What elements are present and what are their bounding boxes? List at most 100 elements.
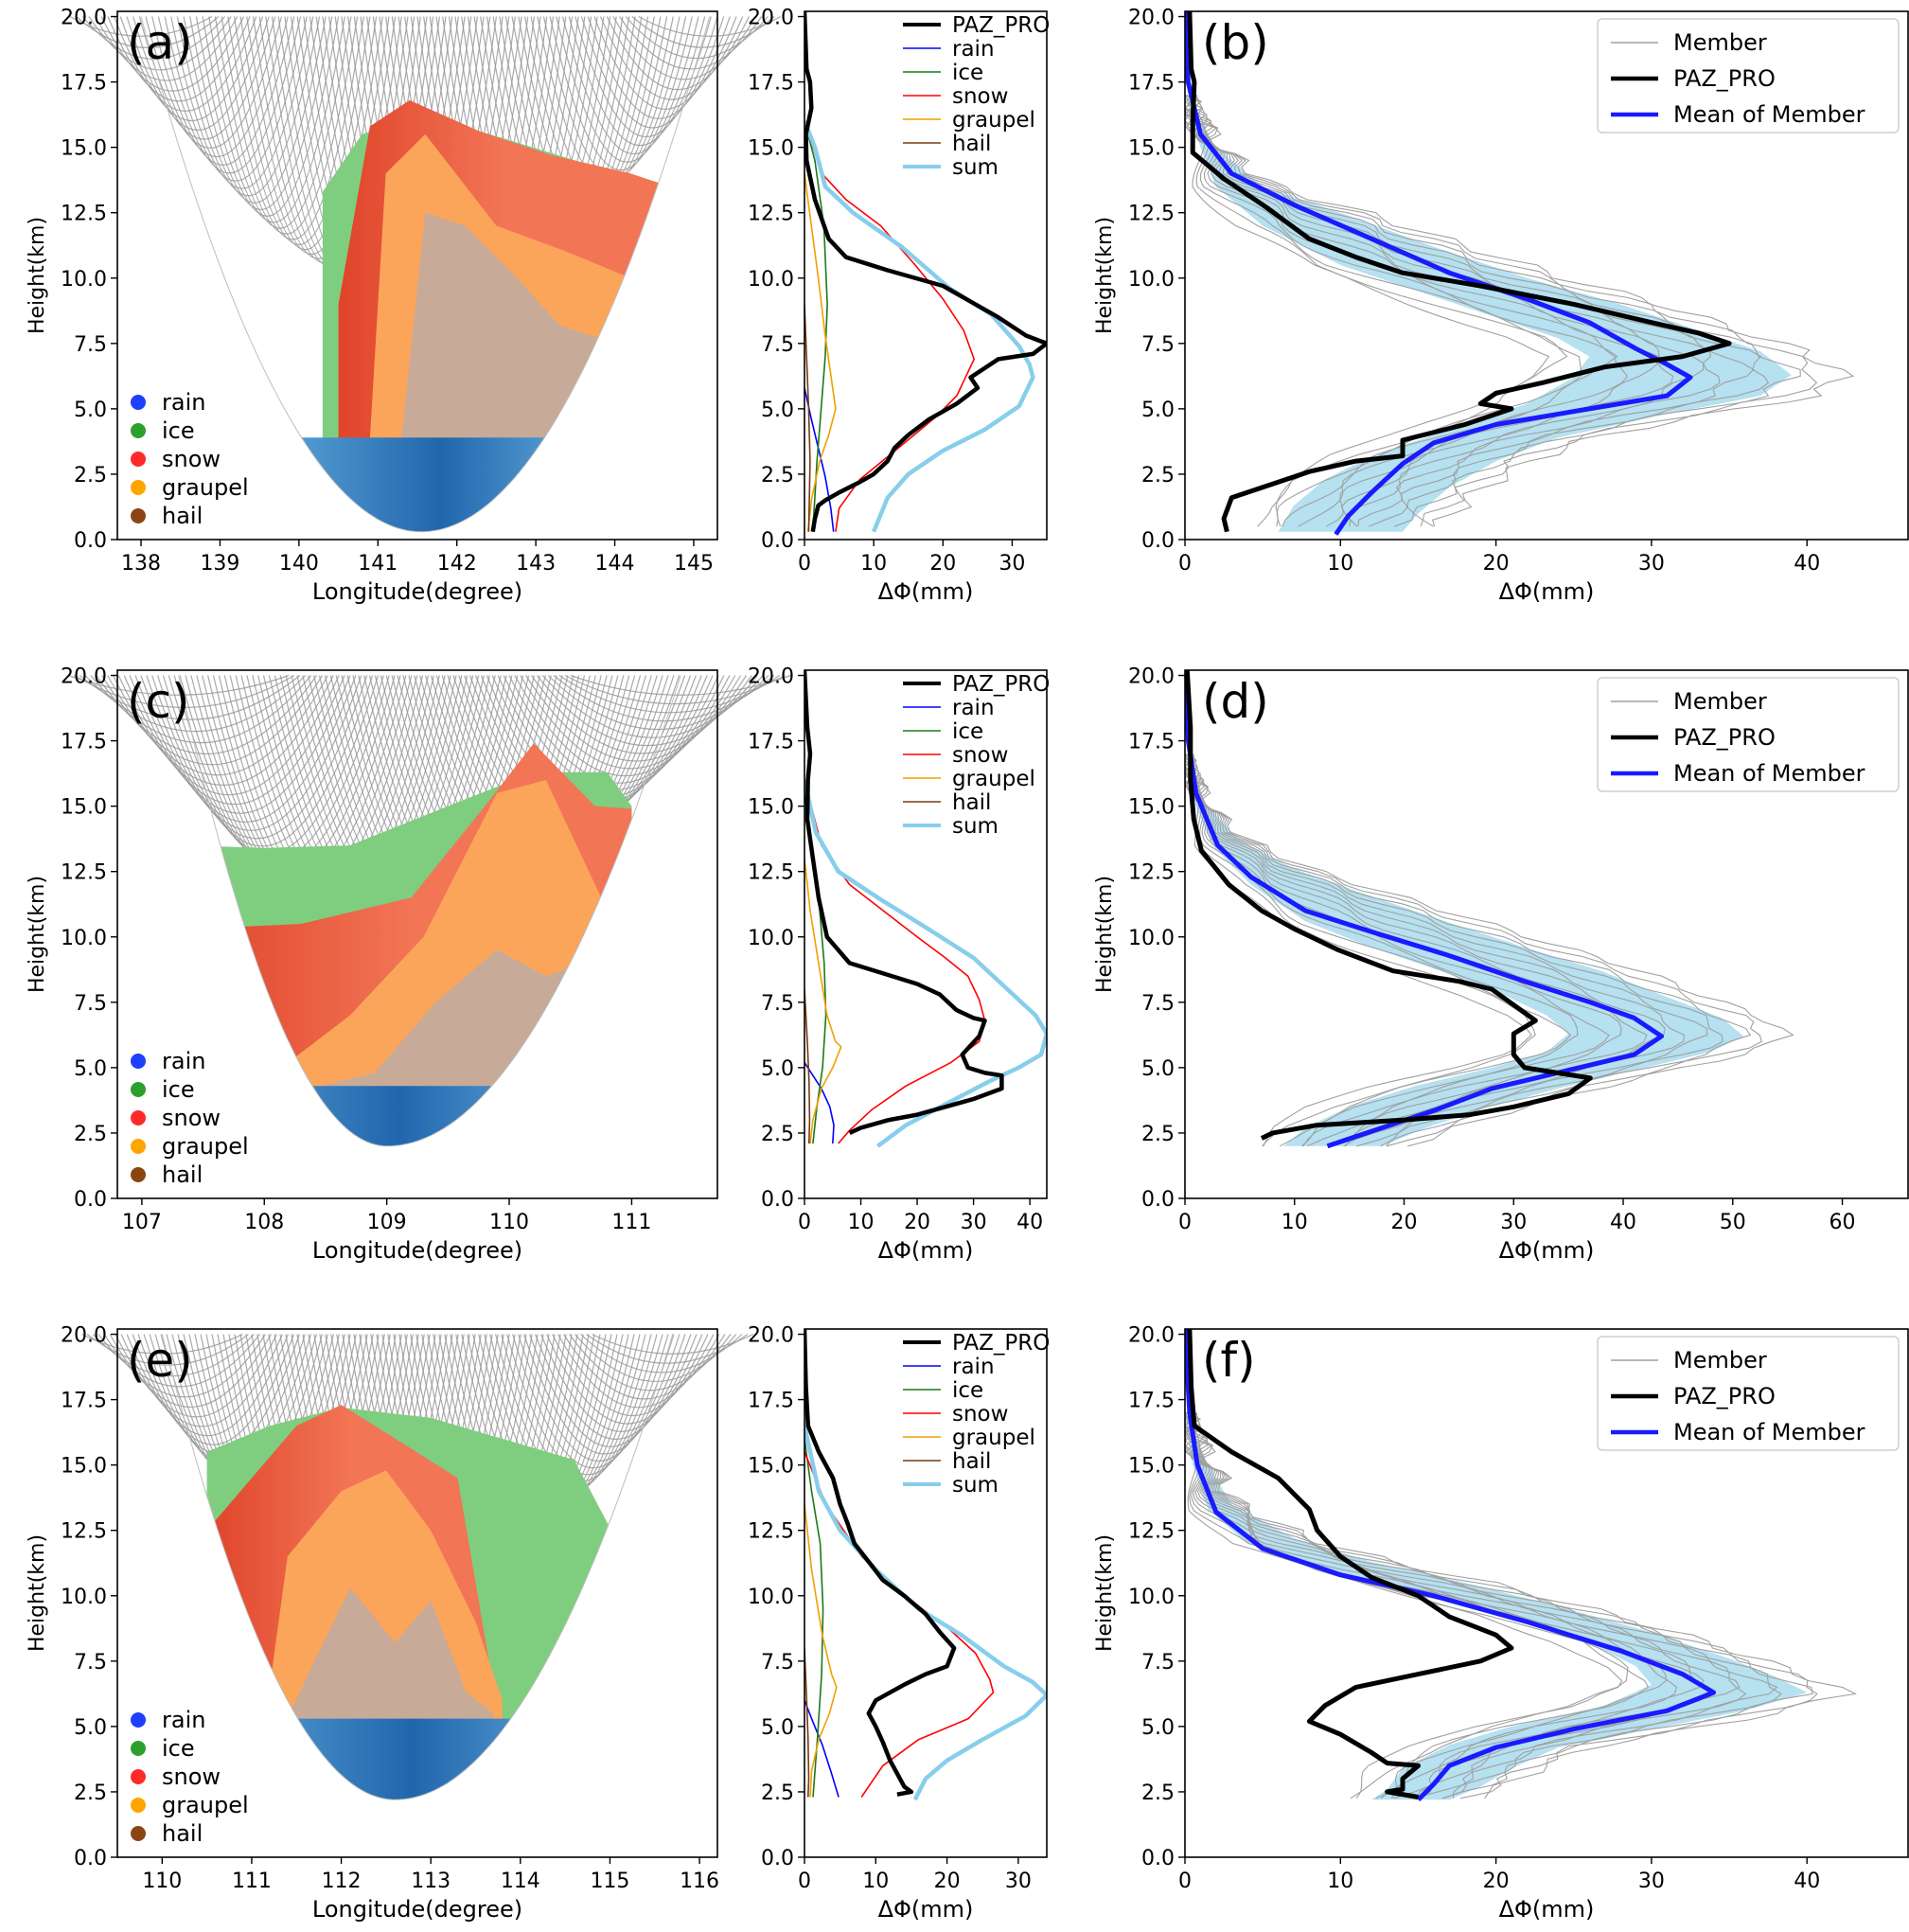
member-plot-body <box>1185 11 1855 536</box>
series-line-member <box>1185 94 1855 527</box>
ray-line <box>96 675 318 754</box>
x-tick-label: 0 <box>798 552 811 576</box>
ray-line <box>586 1334 749 1364</box>
x-tick-label: 30 <box>1500 1211 1527 1234</box>
y-tick-label: 0.0 <box>74 1847 107 1870</box>
y-tick-label: 10.0 <box>61 927 107 950</box>
panel-e_profile: 0 10 20 30 0.0 2.5 5.0 7.5 10.0 12.5 15.0 17.5 20.0 Δ… <box>748 1324 1050 1923</box>
rain-region <box>216 1718 574 1800</box>
y-tick-label: 15.0 <box>1128 796 1175 820</box>
legend-label-rain: rain <box>952 37 995 62</box>
x-tick-label: 30 <box>1638 552 1665 576</box>
legend-label-graupel: graupel <box>952 1426 1035 1450</box>
y-tick-label: 12.5 <box>748 203 794 226</box>
y-tick-label: 7.5 <box>74 1651 107 1675</box>
x-tick-label: 10 <box>862 1870 889 1893</box>
series-line-graupel <box>804 173 837 532</box>
legend-label-graupel: graupel <box>162 474 249 501</box>
ray-line <box>535 1334 698 1440</box>
y-tick-label: 15.0 <box>748 1455 794 1479</box>
y-tick-label: 12.5 <box>1128 861 1175 885</box>
y-tick-label: 7.5 <box>1141 1651 1175 1675</box>
legend-label-hail: hail <box>162 1820 203 1847</box>
x-tick-label: 0 <box>798 1211 811 1234</box>
series-line-member <box>1185 753 1762 1147</box>
y-axis-label: Height(km) <box>1093 876 1117 993</box>
y-tick-label: 12.5 <box>748 861 794 885</box>
y-tick-label: 20.0 <box>748 1324 794 1348</box>
ray-line <box>557 1334 720 1409</box>
panel-f: 0 10 20 30 40 0.0 2.5 5.0 7.5 10.0 12.5 15.0 17.5 20.… <box>1093 1324 1909 1923</box>
series-line-member <box>1185 95 1568 527</box>
ray-line <box>580 16 725 129</box>
y-tick-label: 2.5 <box>1141 1123 1175 1146</box>
y-tick-label: 5.0 <box>761 1716 794 1740</box>
panel-c-axes: 107 108 109 110 111 0.0 2.5 5.0 7.5 10.0 12.5 15.0 1… <box>26 665 718 1264</box>
series-line-paz-pro <box>1185 670 1593 1141</box>
ray-line <box>76 16 220 48</box>
x-tick-label: 110 <box>489 1211 529 1234</box>
ray-line <box>239 16 383 255</box>
series-line-rain <box>804 387 835 532</box>
series-line-member <box>1185 753 1536 1147</box>
series-line-graupel <box>804 1504 838 1798</box>
y-tick-label: 17.5 <box>1128 1390 1175 1413</box>
y-tick-label: 17.5 <box>748 72 794 96</box>
series-line-sum <box>804 779 1047 1148</box>
member-legend: Member PAZ_PRO Mean of Member <box>1597 18 1900 133</box>
hydrometeor-regions <box>274 99 670 532</box>
y-tick-label: 0.0 <box>1141 529 1175 553</box>
axes-frame <box>1184 10 1909 541</box>
y-tick-label: 2.5 <box>74 1781 107 1805</box>
panel-e-axes: 110 111 112 113 114 115 116 0.0 2.5 5.0 7.5 10.0 12.… <box>26 1324 719 1923</box>
x-tick-label: 30 <box>1638 1870 1665 1893</box>
y-tick-label: 0.0 <box>74 529 107 553</box>
ray-line <box>592 1333 754 1355</box>
y-axis-label: Height(km) <box>1093 217 1117 334</box>
ray-line <box>109 1334 272 1409</box>
panel-a_profile-axes: 0 10 20 30 0.0 2.5 5.0 7.5 10.0 12.5 15.0 17.5 20.0 Δ… <box>748 7 1048 605</box>
legend-label-ice: ice <box>952 1378 983 1403</box>
y-tick-label: 15.0 <box>1128 1455 1175 1479</box>
legend-label-snow: snow <box>952 1402 1008 1427</box>
x-axis-label: ΔΦ(mm) <box>1499 1237 1595 1264</box>
x-tick-label: 143 <box>516 552 556 576</box>
y-tick-label: 20.0 <box>1128 1324 1175 1348</box>
series-line-member <box>1185 1411 1858 1799</box>
x-tick-label: 112 <box>322 1870 362 1893</box>
legend-label-sum: sum <box>952 155 999 180</box>
y-tick-label: 17.5 <box>748 1390 794 1413</box>
y-tick-label: 15.0 <box>748 137 794 161</box>
ray-line <box>123 675 345 806</box>
x-tick-label: 40 <box>1016 1211 1043 1234</box>
legend-label-rain: rain <box>952 696 995 720</box>
panel-label: (d) <box>1202 674 1269 729</box>
ray-line <box>114 16 257 112</box>
y-tick-label: 7.5 <box>1141 333 1175 357</box>
y-tick-label: 12.5 <box>748 1520 794 1544</box>
ray-line <box>120 1334 283 1427</box>
series-line-hail <box>804 988 811 1144</box>
y-tick-label: 7.5 <box>761 1651 794 1675</box>
x-axis-label: ΔΦ(mm) <box>878 1237 974 1264</box>
series-line-mean-of-member <box>1185 11 1693 536</box>
ray-line <box>570 674 791 696</box>
series-line-member <box>1185 95 1550 527</box>
y-tick-label: 7.5 <box>1141 992 1175 1016</box>
legend-label-graupel: graupel <box>952 767 1035 791</box>
legend-label-ice: ice <box>952 61 983 85</box>
x-axis-label: ΔΦ(mm) <box>1499 578 1595 605</box>
y-tick-label: 15.0 <box>61 796 107 820</box>
y-tick-label: 10.0 <box>1128 268 1175 292</box>
x-tick-label: 10 <box>1327 552 1353 576</box>
series-line-snow <box>804 120 975 532</box>
panel-a_profile: 0 10 20 30 0.0 2.5 5.0 7.5 10.0 12.5 15.0 17.5 20.0 Δ… <box>748 7 1050 605</box>
series-line-snow <box>804 779 986 1144</box>
ray-line <box>529 1334 692 1447</box>
series-line-member <box>1185 94 1818 527</box>
series-line-mean-of-member <box>1185 1329 1717 1801</box>
legend-marker-ice <box>131 1082 146 1097</box>
legend-label-ice: ice <box>162 1076 195 1103</box>
panel-e: 110 111 112 113 114 115 116 0.0 2.5 5.0 7.5 10.0 12.… <box>26 1324 754 1923</box>
